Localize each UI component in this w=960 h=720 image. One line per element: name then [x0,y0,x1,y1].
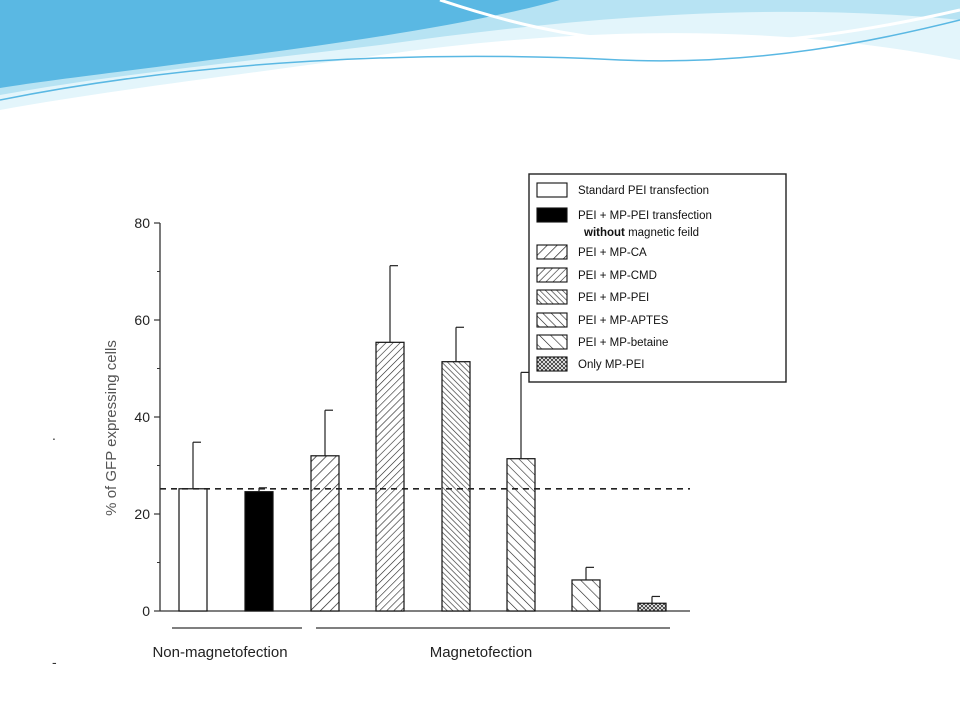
bar [310,455,340,612]
legend-entry-label: Standard PEI transfection [578,185,709,197]
bar [178,488,208,612]
legend-swatch [536,207,568,223]
group-label: Magnetofection [430,644,533,661]
bar [571,579,601,612]
legend-swatch [536,244,568,260]
bar [375,341,405,612]
bar [441,361,471,612]
legend-swatch [536,356,568,372]
y-axis-label: % of GFP expressing cells [103,340,120,516]
y-tick-label: 20 [134,506,150,522]
legend-swatch [536,312,568,328]
legend-entry-label-cont: without magnetic feild [583,227,699,239]
legend-swatch [536,289,568,305]
bar [506,458,536,612]
legend-swatch [536,267,568,283]
y-tick-label: 40 [134,409,150,425]
legend-entry-label: PEI + MP-PEI transfection [578,210,712,222]
y-tick-label: 0 [142,603,150,619]
banner-wave-dark [0,0,560,88]
legend-entry-label: PEI + MP-betaine [578,337,668,349]
legend-swatch [536,182,568,198]
legend-entry-label: PEI + MP-CA [578,247,647,259]
bar [637,602,667,612]
legend: Standard PEI transfection PEI + MP-PEI tr… [528,173,787,383]
legend-entry-label: Only MP-PEI [578,359,644,371]
y-tick-label: 60 [134,312,150,328]
group-labels: Non-magnetofection Magnetofection [152,627,670,661]
legend-entry-label: PEI + MP-APTES [578,315,669,327]
banner-stripe [0,19,960,101]
y-tick-label: 80 [134,215,150,231]
legend-box [528,173,787,383]
legend-swatch [536,334,568,350]
legend-entry-label: PEI + MP-CMD [578,270,657,282]
bar [244,491,274,612]
bars [160,265,690,612]
stray-mark-1: . [52,427,56,443]
banner-highlight [439,0,960,46]
legend-entry-label: PEI + MP-PEI [578,292,649,304]
slide-banner-swoosh [0,0,960,110]
group-label: Non-magnetofection [152,644,287,661]
stray-mark-2: - [52,654,57,670]
